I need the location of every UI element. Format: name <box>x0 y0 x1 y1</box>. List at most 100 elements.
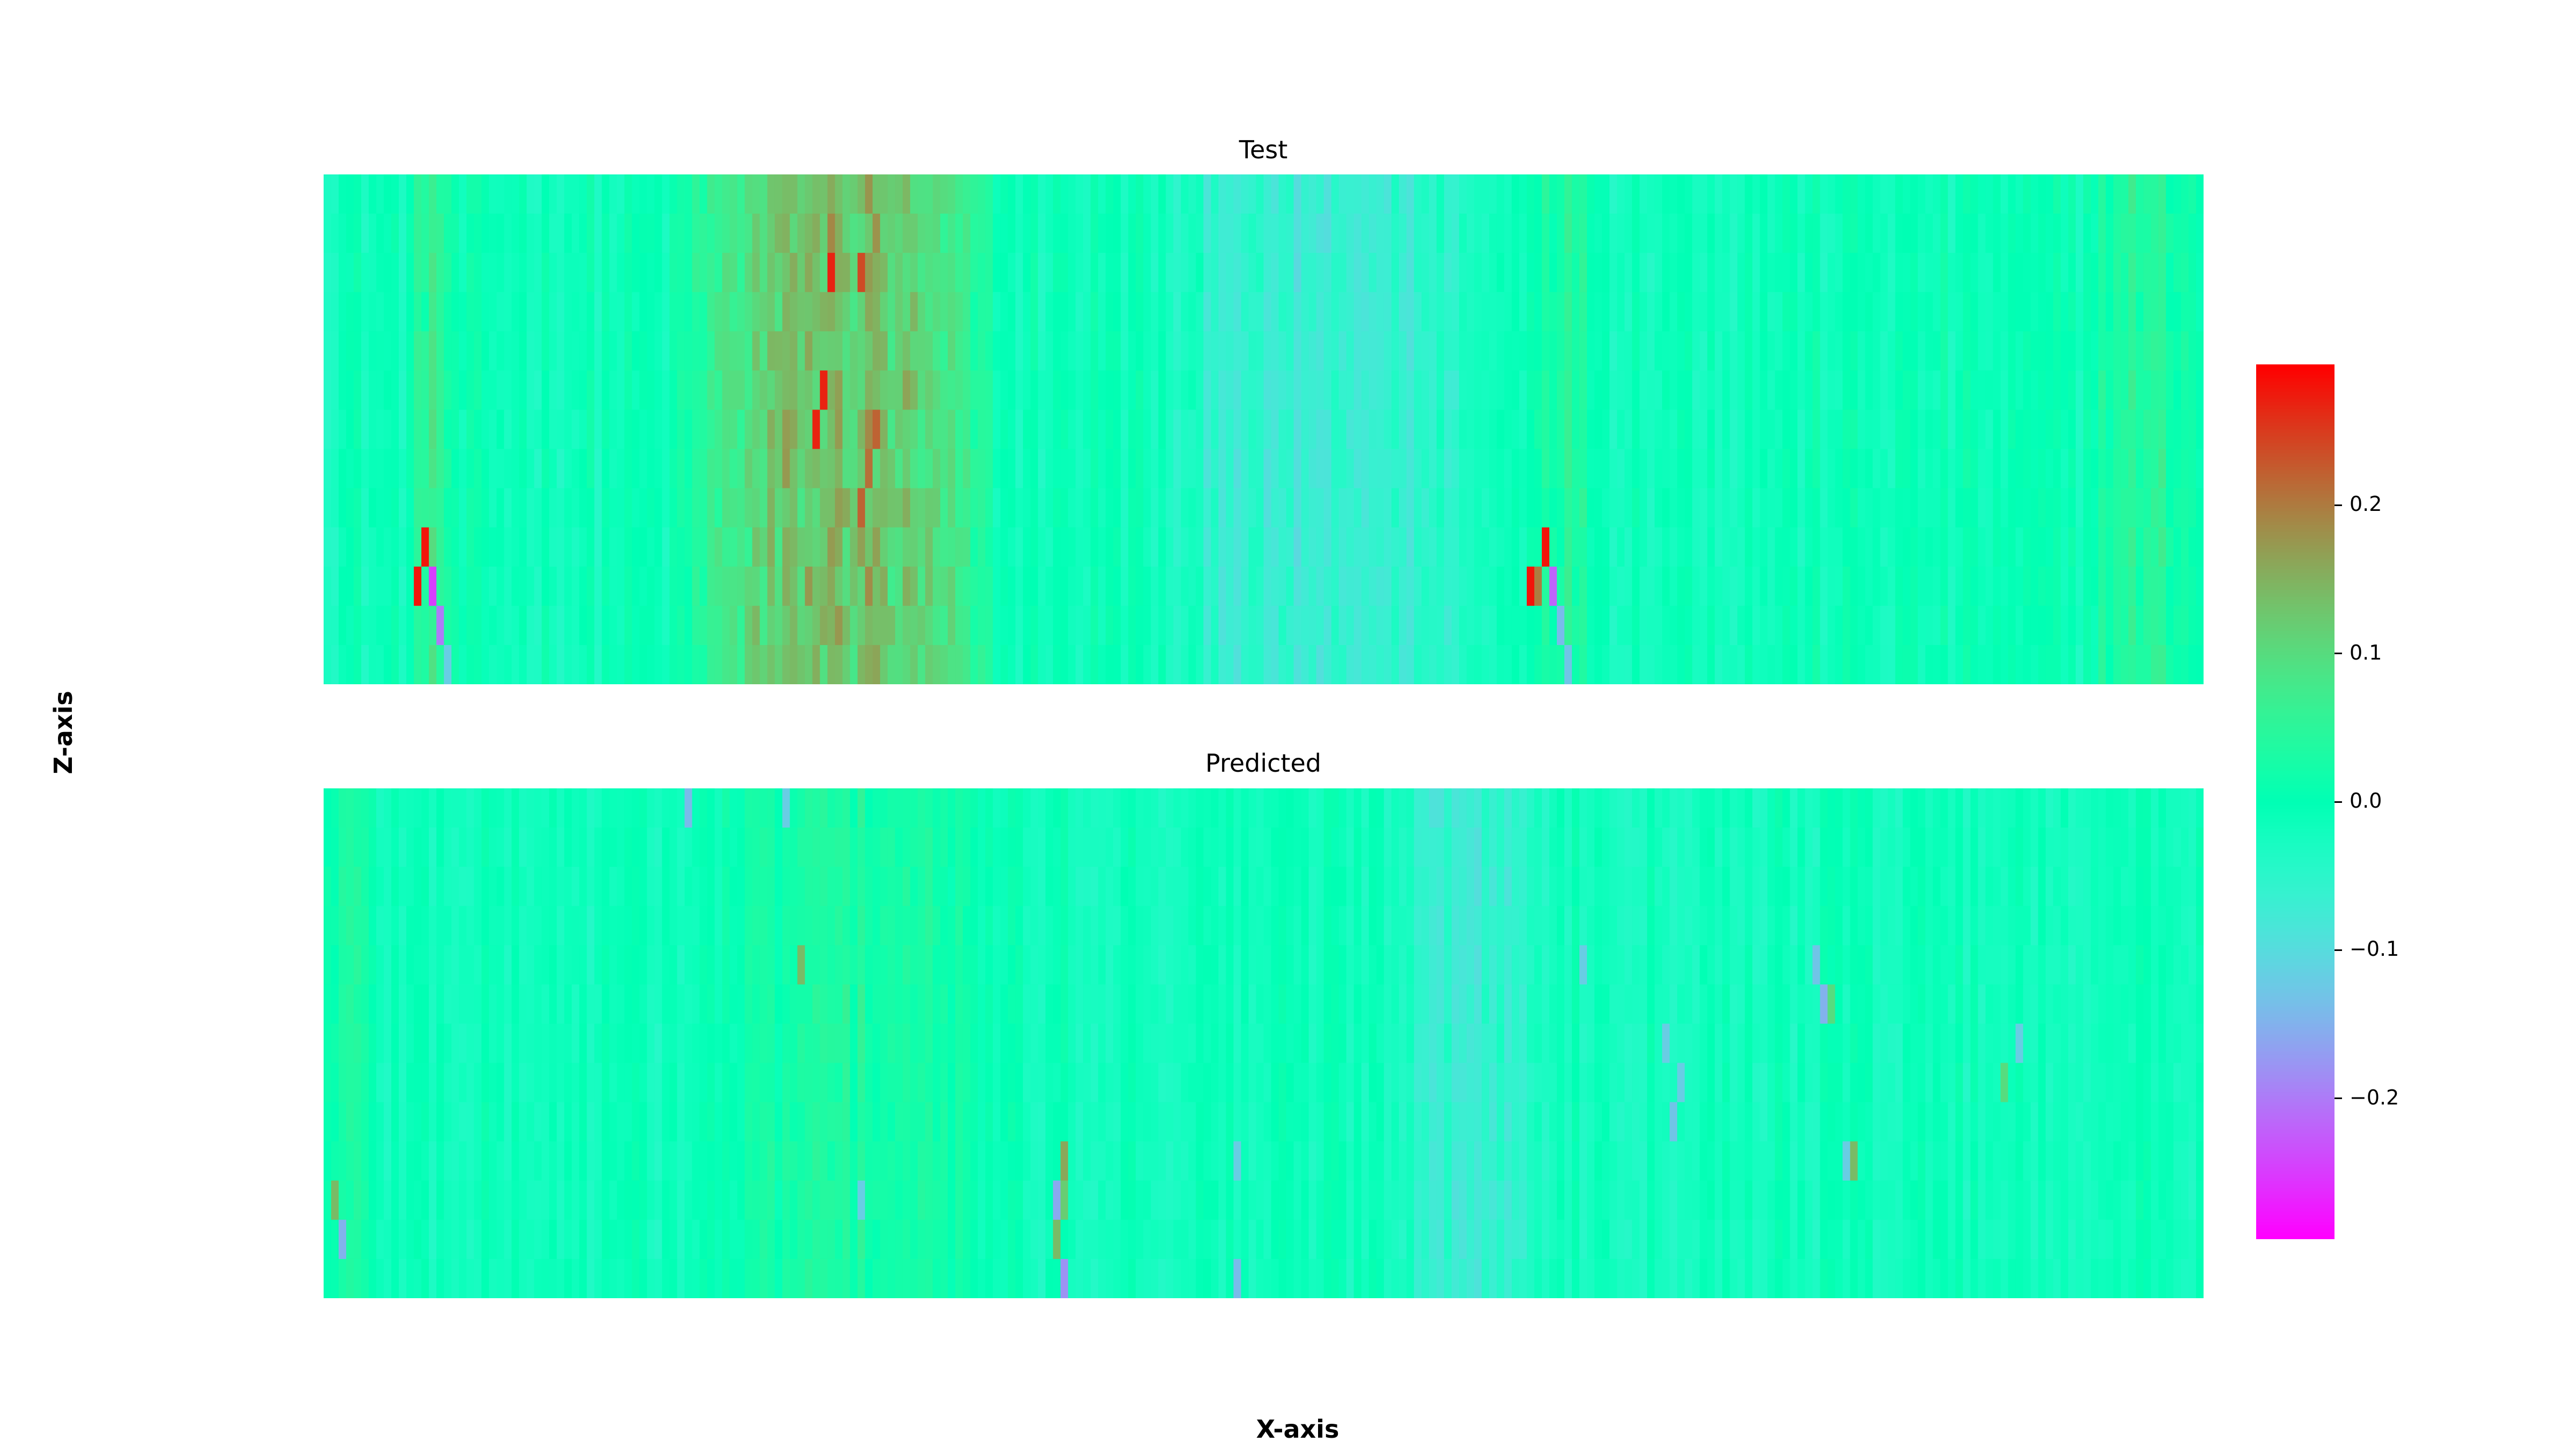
heatmap-cell-predicted <box>1970 984 1979 1024</box>
heatmap-cell-predicted <box>819 828 828 867</box>
heatmap-cell-test <box>429 566 437 606</box>
heatmap-cell-test <box>722 449 730 489</box>
heatmap-cell-test <box>2045 449 2054 489</box>
heatmap-cell-test <box>812 214 821 253</box>
heatmap-cell-test <box>1451 566 1460 606</box>
heatmap-cell-test <box>2015 409 2024 450</box>
heatmap-cell-test <box>331 331 339 371</box>
heatmap-cell-test <box>978 253 986 292</box>
heatmap-cell-predicted <box>2090 984 2099 1024</box>
heatmap-cell-test <box>496 605 504 646</box>
heatmap-cell-test <box>2075 605 2084 646</box>
heatmap-cell-test <box>1030 566 1038 606</box>
heatmap-cell-predicted <box>1963 788 1971 828</box>
heatmap-cell-predicted <box>429 1023 437 1064</box>
heatmap-cell-predicted <box>1820 1023 1828 1064</box>
heatmap-cell-predicted <box>1353 906 1362 946</box>
heatmap-cell-predicted <box>1632 828 1640 867</box>
heatmap-cell-predicted <box>2083 828 2091 867</box>
heatmap-cell-test <box>1632 253 1640 292</box>
heatmap-cell-predicted <box>1136 867 1144 906</box>
heatmap-cell-test <box>1421 645 1430 684</box>
heatmap-cell-test <box>1023 370 1031 411</box>
heatmap-cell-test <box>639 605 648 646</box>
heatmap-cell-predicted <box>1346 945 1355 985</box>
heatmap-cell-predicted <box>459 984 467 1024</box>
heatmap-cell-predicted <box>564 867 572 906</box>
heatmap-cell-test <box>414 253 422 292</box>
heatmap-cell-test <box>1850 331 1858 371</box>
heatmap-cell-predicted <box>1767 906 1775 946</box>
heatmap-cell-test <box>1196 331 1204 371</box>
heatmap-cell-predicted <box>1226 984 1234 1024</box>
heatmap-cell-test <box>1098 331 1106 371</box>
heatmap-cell-test <box>910 214 918 253</box>
heatmap-cell-test <box>1068 214 1076 253</box>
heatmap-cell-test <box>827 645 836 684</box>
heatmap-cell-test <box>737 370 745 411</box>
heatmap-cell-test <box>1278 449 1287 489</box>
heatmap-cell-predicted <box>654 945 663 985</box>
heatmap-cell-test <box>1549 174 1557 214</box>
heatmap-cell-test <box>1850 605 1858 646</box>
heatmap-cell-test <box>2008 370 2016 411</box>
heatmap-cell-test <box>1872 174 1881 214</box>
heatmap-cell-test <box>2000 370 2009 411</box>
heatmap-cell-test <box>1842 449 1851 489</box>
heatmap-cell-predicted <box>391 984 399 1024</box>
heatmap-cell-test <box>2158 605 2167 646</box>
heatmap-cell-predicted <box>429 906 437 946</box>
heatmap-cell-test <box>1880 488 1889 528</box>
heatmap-cell-test <box>1466 370 1475 411</box>
heatmap-cell-test <box>421 214 429 253</box>
heatmap-cell-test <box>2023 645 2031 684</box>
heatmap-cell-predicted <box>1985 906 1994 946</box>
heatmap-cell-predicted <box>2090 828 2099 867</box>
heatmap-cell-predicted <box>1872 788 1881 828</box>
heatmap-cell-predicted <box>1030 1023 1038 1064</box>
heatmap-cell-test <box>1008 527 1016 567</box>
heatmap-cell-test <box>2128 566 2136 606</box>
heatmap-cell-test <box>2173 331 2182 371</box>
heatmap-cell-test <box>1865 449 1874 489</box>
heatmap-cell-predicted <box>1301 788 1309 828</box>
heatmap-cell-predicted <box>2113 984 2121 1024</box>
heatmap-cell-test <box>1068 253 1076 292</box>
heatmap-cell-test <box>1730 292 1738 332</box>
heatmap-cell-predicted <box>1835 828 1843 867</box>
heatmap-cell-predicted <box>466 906 474 946</box>
heatmap-cell-predicted <box>519 788 527 828</box>
heatmap-cell-test <box>579 645 588 684</box>
heatmap-cell-test <box>2075 214 2084 253</box>
heatmap-cell-predicted <box>1647 984 1655 1024</box>
heatmap-cell-predicted <box>1414 945 1422 985</box>
heatmap-cell-test <box>2000 409 2009 450</box>
heatmap-cell-test <box>1662 409 1670 450</box>
heatmap-cell-predicted <box>1752 984 1760 1024</box>
heatmap-cell-predicted <box>917 1023 926 1064</box>
heatmap-cell-test <box>2196 566 2204 606</box>
heatmap-cell-predicted <box>1151 1023 1159 1064</box>
heatmap-cell-test <box>602 566 610 606</box>
heatmap-cell-predicted <box>1745 788 1753 828</box>
heatmap-cell-test <box>459 605 467 646</box>
heatmap-cell-test <box>1481 488 1490 528</box>
heatmap-cell-test <box>376 488 384 528</box>
heatmap-cell-predicted <box>2120 788 2129 828</box>
heatmap-cell-test <box>2023 174 2031 214</box>
heatmap-cell-test <box>2120 488 2129 528</box>
heatmap-cell-predicted <box>1519 1023 1527 1064</box>
heatmap-cell-test <box>1745 292 1753 332</box>
heatmap-cell-test <box>1271 605 1279 646</box>
heatmap-cell-predicted <box>744 828 753 867</box>
heatmap-cell-predicted <box>1602 984 1610 1024</box>
heatmap-cell-test <box>1910 253 1919 292</box>
heatmap-cell-test <box>1700 605 1708 646</box>
heatmap-cell-test <box>917 253 926 292</box>
heatmap-cell-test <box>2015 449 2024 489</box>
heatmap-cell-test <box>526 488 535 528</box>
heatmap-cell-test <box>1023 449 1031 489</box>
heatmap-cell-predicted <box>1233 984 1242 1024</box>
heatmap-cell-predicted <box>2000 828 2009 867</box>
heatmap-cell-predicted <box>1895 906 1904 946</box>
